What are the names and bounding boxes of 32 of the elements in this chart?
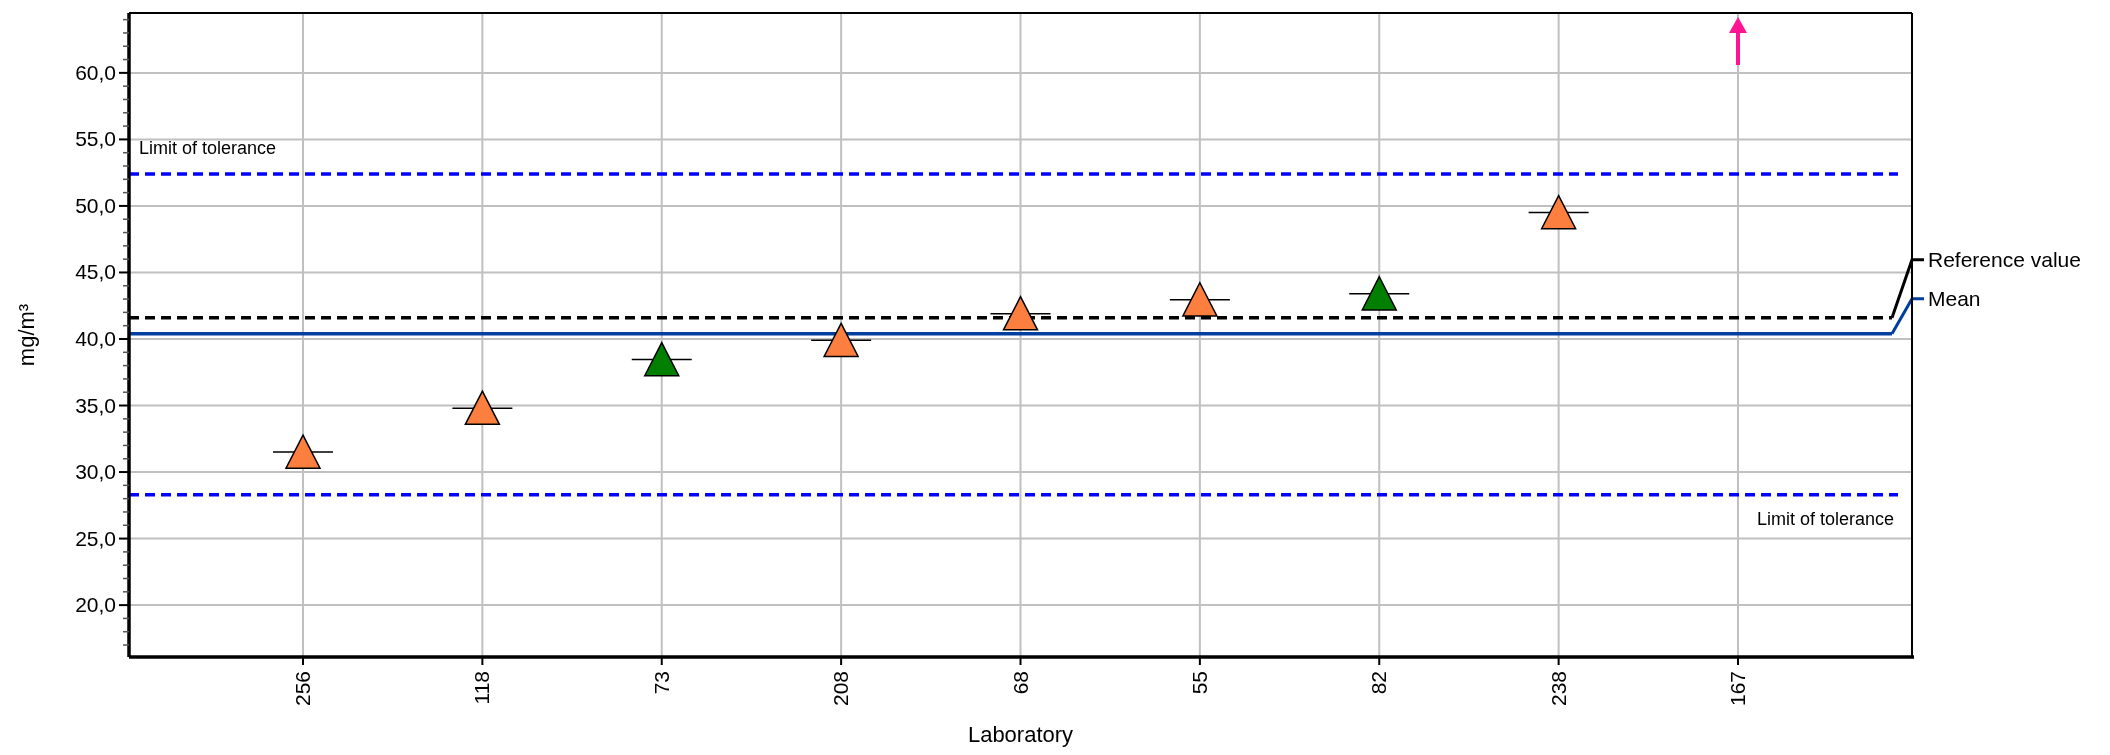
x-tick-label: 238 (1546, 671, 1570, 707)
point (823, 322, 859, 358)
y-tick-label: 45,0 (75, 260, 116, 284)
x-tick-label: 73 (649, 671, 673, 695)
y-tick-label: 40,0 (75, 326, 116, 350)
point (644, 341, 680, 377)
point (1002, 295, 1039, 331)
y-tick-label: 55,0 (75, 127, 116, 151)
y-tick-label: 35,0 (75, 393, 116, 417)
y-tick-label: 20,0 (75, 593, 116, 617)
point (464, 390, 501, 426)
x-tick-label: 55 (1187, 671, 1211, 695)
x-tick-label: 167 (1726, 671, 1750, 707)
point (1361, 276, 1397, 311)
y-tick-label: 30,0 (75, 460, 116, 484)
y-tick-label: 25,0 (75, 526, 116, 550)
ref-line-label: Reference value (1928, 247, 2081, 271)
point (1540, 194, 1577, 230)
ref-line-label: Limit of tolerance (139, 138, 277, 158)
y-axis-title: mg/m³ (14, 303, 39, 367)
x-tick-label: 68 (1008, 671, 1032, 695)
point (1182, 281, 1218, 317)
y-tick-label: 50,0 (75, 193, 116, 217)
point (285, 434, 321, 469)
ref-line-label: Mean (1928, 286, 1981, 310)
y-tick-label: 60,0 (75, 60, 116, 84)
x-tick-label: 208 (829, 671, 853, 707)
x-tick-label: 256 (290, 671, 314, 707)
x-axis-title: Laboratory (967, 722, 1074, 747)
x-tick-label: 118 (470, 671, 494, 705)
ref-line-label: Limit of tolerance (1756, 508, 1894, 529)
x-tick-label: 82 (1367, 671, 1391, 695)
